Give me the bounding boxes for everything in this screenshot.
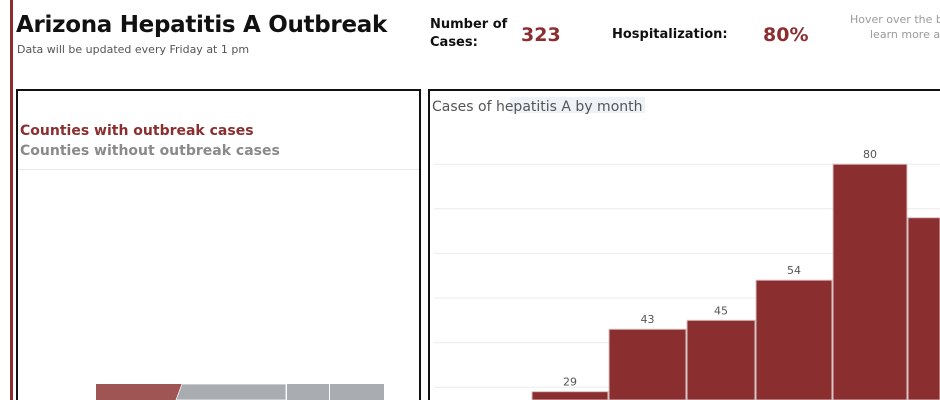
- bar[interactable]: [907, 217, 940, 400]
- page-subtitle: Data will be updated every Friday at 1 p…: [17, 43, 250, 56]
- hover-hint: Hover over the bu learn more ab: [850, 12, 940, 42]
- cases-value: 323: [521, 24, 561, 46]
- bar-chart: 29 43 45 54 80: [434, 148, 940, 400]
- title-highlight: [510, 97, 645, 113]
- legend-divider: [18, 169, 419, 170]
- bar[interactable]: [755, 279, 833, 400]
- page-title: Arizona Hepatitis A Outbreak: [16, 12, 387, 38]
- bar-label: 45: [714, 304, 728, 317]
- bar-label: 54: [787, 264, 801, 277]
- bar-label: 80: [863, 148, 877, 161]
- county-no-outbreak[interactable]: [175, 383, 287, 400]
- chart-title: Cases of hepatitis A by month: [432, 99, 643, 115]
- cases-label-line1: Number of: [430, 17, 508, 32]
- accent-bar: [10, 0, 13, 400]
- hint-line1: Hover over the bu: [850, 13, 940, 26]
- bar[interactable]: [686, 319, 756, 400]
- hospitalization-label: Hospitalization:: [612, 27, 728, 42]
- hint-line2: learn more ab: [870, 28, 940, 41]
- legend-with-cases[interactable]: Counties with outbreak cases: [20, 123, 254, 139]
- bar[interactable]: [531, 391, 609, 400]
- county-no-outbreak[interactable]: [287, 384, 329, 400]
- legend-without-cases[interactable]: Counties without outbreak cases: [20, 143, 280, 159]
- bar[interactable]: [832, 163, 908, 400]
- county-map: [96, 383, 384, 400]
- bar-label: 43: [641, 313, 655, 326]
- monthly-cases-chart: Cases of hepatitis A by month 29 43 45 54 80: [428, 89, 940, 400]
- county-outbreak[interactable]: [96, 384, 182, 400]
- county-no-outbreak[interactable]: [330, 384, 384, 400]
- hospitalization-value: 80%: [763, 24, 809, 46]
- bar-label: 29: [563, 376, 577, 389]
- cases-label: Number of Cases:: [430, 16, 507, 52]
- bar[interactable]: [608, 328, 687, 400]
- cases-label-line2: Cases:: [430, 35, 478, 50]
- county-map-panel: Counties with outbreak cases Counties wi…: [16, 89, 421, 400]
